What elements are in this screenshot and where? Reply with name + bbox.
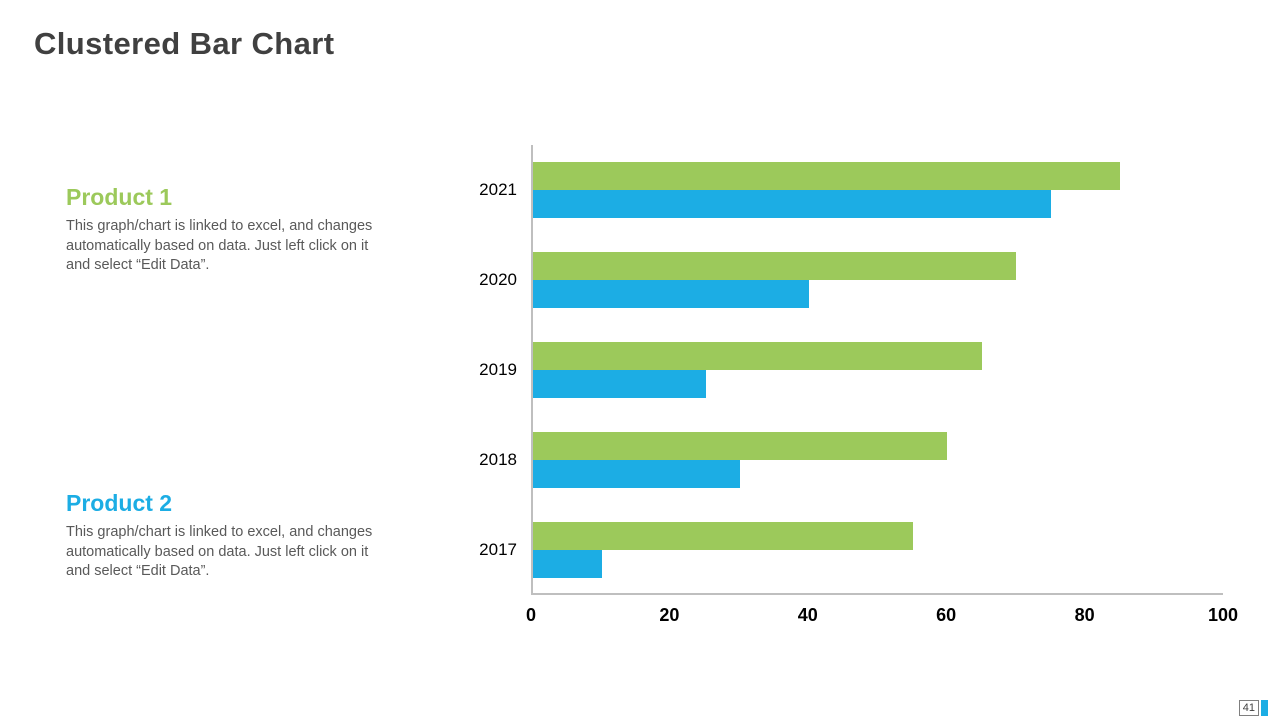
x-tick-label-100: 100: [1207, 605, 1239, 625]
x-tick-label-60: 60: [936, 605, 957, 625]
category-label-2019: 2019: [479, 360, 517, 379]
product-2-bar-2020[interactable]: [533, 280, 809, 308]
product-1-bar-2017[interactable]: [533, 522, 913, 550]
product2-legend: Product 2 This graph/chart is linked to …: [66, 490, 394, 582]
page-number: 41: [1238, 700, 1259, 716]
bar-group-2021: [533, 145, 1223, 235]
page-title: Clustered Bar Chart: [34, 26, 335, 61]
product2-title: Product 2: [66, 490, 173, 516]
product-2-bar-2018[interactable]: [533, 460, 740, 488]
x-tick-label-20: 20: [659, 605, 680, 625]
product-2-bar-2017[interactable]: [533, 550, 602, 578]
clustered-bar-chart[interactable]: 2021 2020 2019 2018 2017 0 20 40 60 80 100: [471, 145, 1238, 645]
product-1-bar-2020[interactable]: [533, 252, 1016, 280]
bar-group-2019: [533, 325, 1223, 415]
page-accent-bar: [1261, 700, 1268, 716]
product-1-bar-2021[interactable]: [533, 162, 1120, 190]
x-tick-label-80: 80: [1074, 605, 1095, 625]
bar-group-2017: [533, 505, 1223, 595]
chart-plot-area: [531, 145, 1223, 595]
category-label-2020: 2020: [479, 270, 517, 289]
x-tick-label-0: 0: [525, 605, 537, 625]
bar-group-2020: [533, 235, 1223, 325]
product1-legend: Product 1 This graph/chart is linked to …: [66, 184, 394, 276]
x-tick-label-40: 40: [797, 605, 818, 625]
category-label-2021: 2021: [479, 180, 517, 199]
product-1-bar-2019[interactable]: [533, 342, 982, 370]
product-1-bar-2018[interactable]: [533, 432, 947, 460]
page-number-badge: 41: [1238, 700, 1268, 716]
product-2-bar-2021[interactable]: [533, 190, 1051, 218]
y-axis-labels: 2021 2020 2019 2018 2017: [471, 145, 517, 595]
category-label-2017: 2017: [479, 540, 517, 559]
product1-title: Product 1: [66, 184, 173, 210]
category-label-2018: 2018: [479, 450, 517, 469]
product1-description: This graph/chart is linked to excel, and…: [66, 218, 373, 273]
bar-group-2018: [533, 415, 1223, 505]
product-2-bar-2019[interactable]: [533, 370, 706, 398]
product2-description: This graph/chart is linked to excel, and…: [66, 524, 373, 579]
